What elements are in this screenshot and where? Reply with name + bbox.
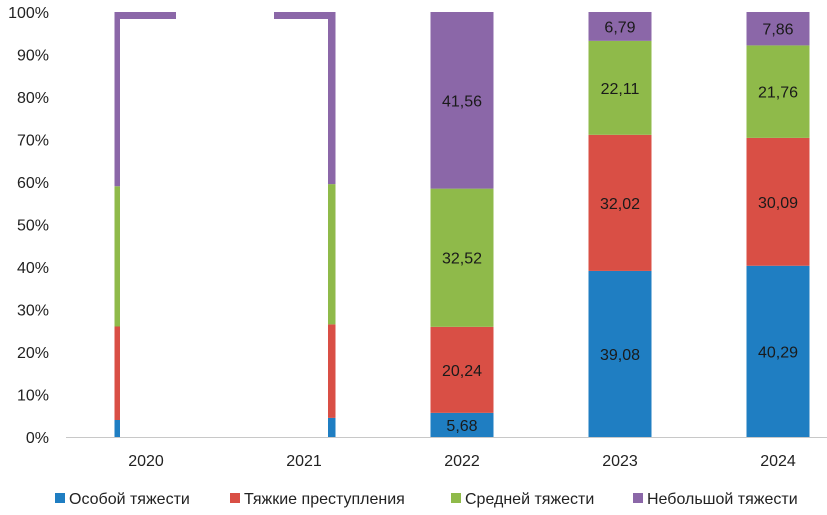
x-tick-label: 2020 bbox=[128, 453, 164, 470]
data-label: 21,76 bbox=[758, 85, 798, 102]
y-tick-label: 100% bbox=[8, 5, 49, 22]
x-tick-label: 2023 bbox=[602, 453, 638, 470]
bar-segment bbox=[430, 12, 494, 189]
x-axis: 2020 2021 2022 2023 2024 bbox=[66, 437, 827, 470]
y-tick-label: 60% bbox=[17, 175, 49, 192]
legend: Особой тяжести Тяжкие преступления Средней… bbox=[55, 491, 798, 508]
bar-segment bbox=[746, 45, 810, 138]
bar-segment bbox=[430, 188, 494, 327]
data-label: 7,86 bbox=[762, 22, 793, 39]
x-tick-label: 2024 bbox=[760, 453, 796, 470]
y-tick-label: 10% bbox=[17, 388, 49, 405]
y-tick-label: 30% bbox=[17, 303, 49, 320]
bar-segment bbox=[588, 270, 652, 437]
y-axis: 0% 10% 20% 30% 40% 50% 60% 70% 80% 90% 100% bbox=[8, 5, 49, 447]
legend-label: Особой тяжести bbox=[69, 491, 190, 508]
bar-segment bbox=[746, 12, 810, 46]
data-label: 20,24 bbox=[442, 363, 482, 380]
data-label: 5,68 bbox=[446, 418, 477, 435]
y-tick-label: 40% bbox=[17, 260, 49, 277]
legend-item: Средней тяжести bbox=[451, 491, 594, 508]
overlay-mask bbox=[120, 19, 328, 439]
legend-label: Небольшой тяжести bbox=[647, 491, 798, 508]
data-label: 39,08 bbox=[600, 347, 640, 364]
bar-segment bbox=[430, 412, 494, 437]
x-tick-label: 2022 bbox=[444, 453, 480, 470]
label-mask bbox=[110, 440, 190, 454]
y-tick-label: 80% bbox=[17, 90, 49, 107]
data-label: 32,52 bbox=[442, 251, 482, 268]
overlay-mask bbox=[176, 10, 274, 22]
legend-item: Особой тяжести bbox=[55, 491, 190, 508]
bar-segment bbox=[746, 137, 810, 266]
legend-label: Средней тяжести bbox=[465, 491, 594, 508]
bar-segment bbox=[746, 265, 810, 437]
legend-swatch bbox=[633, 493, 643, 503]
bar-segment bbox=[588, 12, 652, 41]
bar-segment bbox=[588, 40, 652, 135]
data-label: 6,79 bbox=[604, 19, 635, 36]
legend-swatch bbox=[230, 493, 240, 503]
x-tick-label: 2021 bbox=[286, 453, 322, 470]
bar-segment bbox=[588, 134, 652, 271]
data-label: 41,56 bbox=[442, 93, 482, 110]
legend-label: Тяжкие преступления bbox=[244, 491, 405, 508]
y-tick-label: 50% bbox=[17, 218, 49, 235]
y-tick-label: 20% bbox=[17, 345, 49, 362]
y-tick-label: 0% bbox=[26, 430, 49, 447]
bar-overlays: 5,68 20,24 32,52 41,56 39,08 32,02 22,11 6,79 40… bbox=[120, 10, 798, 439]
data-label: 30,09 bbox=[758, 195, 798, 212]
label-mask bbox=[268, 440, 348, 454]
data-label: 40,29 bbox=[758, 344, 798, 361]
y-tick-label: 90% bbox=[17, 48, 49, 65]
data-label: 22,11 bbox=[601, 81, 640, 98]
legend-swatch bbox=[55, 493, 65, 503]
legend-swatch bbox=[451, 493, 461, 503]
legend-item: Тяжкие преступления bbox=[230, 491, 405, 508]
y-tick-label: 70% bbox=[17, 133, 49, 150]
bar-segment bbox=[430, 326, 494, 413]
legend-item: Небольшой тяжести bbox=[633, 491, 798, 508]
data-label: 32,02 bbox=[600, 196, 640, 213]
